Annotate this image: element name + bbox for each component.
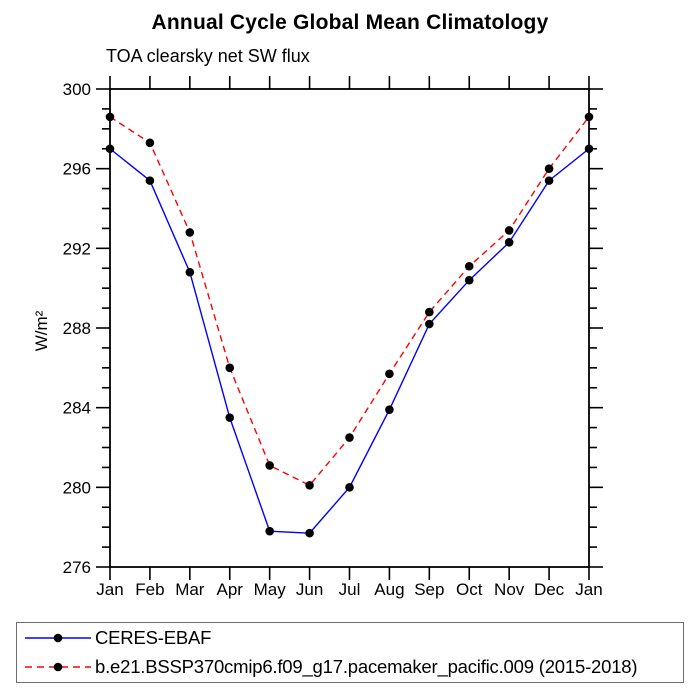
data-point-marker xyxy=(105,144,115,154)
y-tick-label: 296 xyxy=(63,160,91,179)
y-tick-label: 280 xyxy=(63,478,91,497)
data-point-marker xyxy=(145,138,155,148)
x-tick-label: Jun xyxy=(296,580,323,599)
y-tick-label: 300 xyxy=(63,80,91,99)
y-tick-label: 292 xyxy=(63,239,91,258)
data-point-marker xyxy=(425,319,434,329)
data-point-marker xyxy=(185,267,195,277)
x-tick-label: Jan xyxy=(575,580,602,599)
legend-marker-dot-icon xyxy=(53,634,63,643)
x-tick-label: Sep xyxy=(414,580,444,599)
x-tick-label: Mar xyxy=(175,580,205,599)
data-point-marker xyxy=(105,112,115,122)
x-tick-label: Nov xyxy=(494,580,525,599)
data-point-marker xyxy=(544,176,554,185)
x-tick-label: May xyxy=(254,580,287,599)
x-tick-label: Jan xyxy=(96,580,123,599)
x-tick-label: Dec xyxy=(534,580,565,599)
legend-solid-line-icon xyxy=(25,634,91,643)
data-point-marker xyxy=(345,433,354,442)
data-point-marker xyxy=(385,405,394,414)
x-tick-label: Jul xyxy=(339,580,361,599)
legend-entry-model: b.e21.BSSP370cmip6.f09_g17.pacemaker_pac… xyxy=(22,653,683,681)
axis-box xyxy=(109,88,590,568)
data-point-marker xyxy=(504,226,514,235)
data-point-marker xyxy=(225,413,235,422)
data-point-marker xyxy=(584,112,594,122)
data-point-marker xyxy=(464,261,474,271)
chart-subtitle: TOA clearsky net SW flux xyxy=(106,46,310,66)
data-point-marker xyxy=(504,238,514,247)
data-point-marker xyxy=(145,176,155,185)
series-line-0 xyxy=(109,148,590,534)
chart-title: Annual Cycle Global Mean Climatology xyxy=(151,11,549,34)
data-point-marker xyxy=(185,228,195,237)
x-tick-label: Apr xyxy=(217,580,244,599)
legend-marker-dot-icon xyxy=(53,662,63,671)
data-point-marker xyxy=(425,307,434,317)
data-point-marker xyxy=(385,369,394,379)
x-tick-label: Aug xyxy=(374,580,404,599)
x-tick-label: Oct xyxy=(456,580,483,599)
y-tick-label: 276 xyxy=(63,558,91,577)
legend-label-model: b.e21.BSSP370cmip6.f09_g17.pacemaker_pac… xyxy=(95,655,638,677)
y-tick-label: 284 xyxy=(63,399,91,418)
data-point-marker xyxy=(544,164,554,173)
data-point-marker xyxy=(345,483,354,492)
x-tick-label: Feb xyxy=(135,580,164,599)
data-point-marker xyxy=(584,144,594,154)
y-tick-label: 288 xyxy=(63,319,91,338)
data-point-marker xyxy=(265,526,274,536)
legend-box: CERES-EBAF b.e21.BSSP370cmip6.f09_g17.pa… xyxy=(16,622,684,683)
data-point-marker xyxy=(265,461,274,470)
data-point-marker xyxy=(305,528,314,538)
legend-dashed-line-icon xyxy=(25,662,91,671)
series-line-1 xyxy=(109,116,590,487)
legend-entry-ceres: CERES-EBAF xyxy=(22,624,683,652)
legend-label-ceres: CERES-EBAF xyxy=(95,627,212,649)
data-point-marker xyxy=(305,481,314,490)
data-point-marker xyxy=(464,275,474,285)
data-point-marker xyxy=(225,363,235,373)
